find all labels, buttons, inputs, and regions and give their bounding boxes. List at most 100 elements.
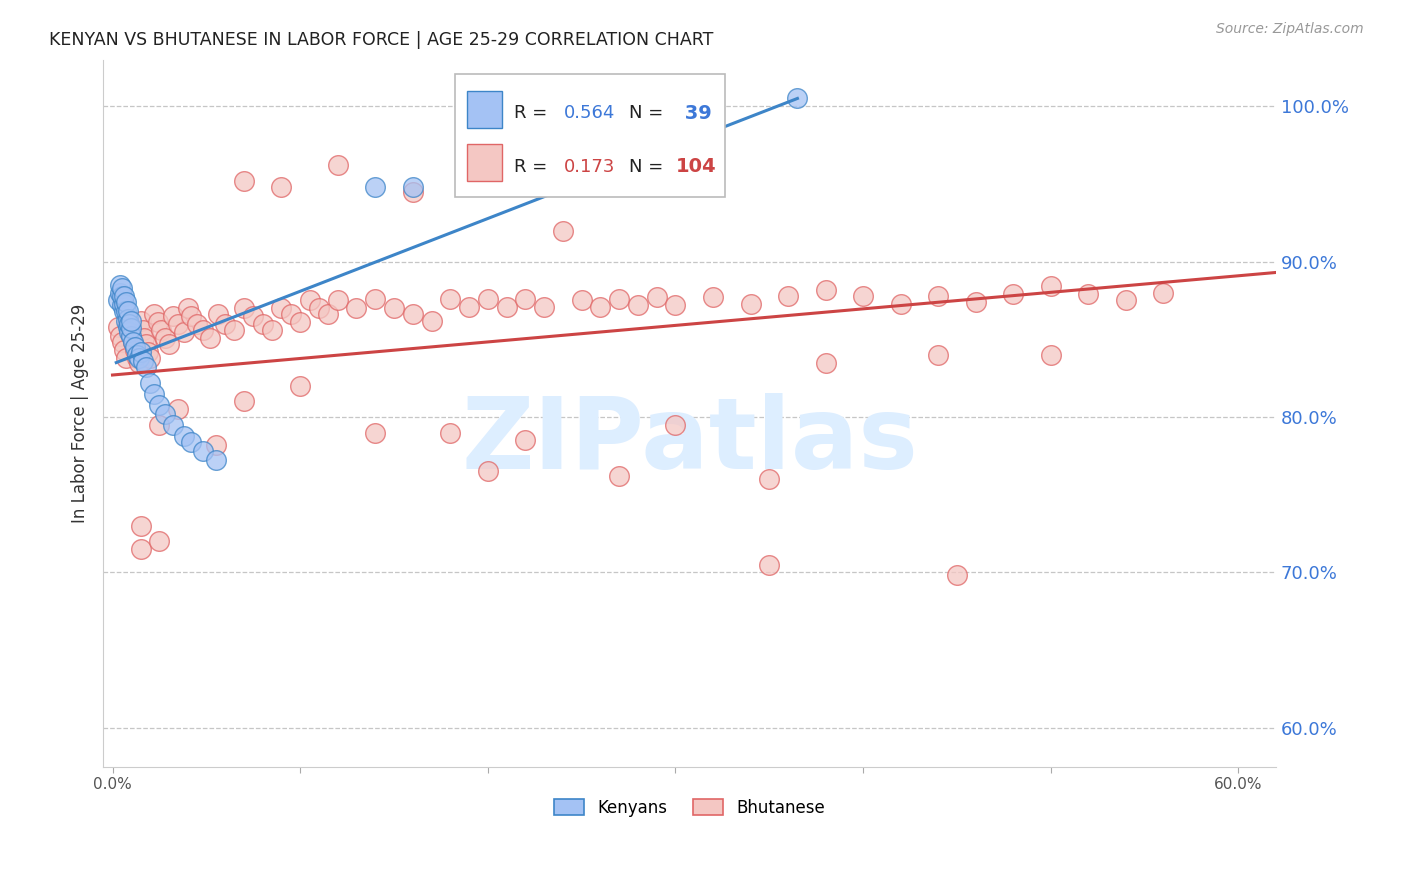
Point — [402, 180, 425, 194]
Text: N =: N = — [628, 158, 669, 176]
Point — [1115, 293, 1137, 308]
Point — [139, 376, 162, 390]
Point — [131, 323, 153, 337]
Point — [232, 301, 254, 316]
Point — [890, 296, 912, 310]
Point — [162, 417, 184, 432]
Point — [180, 309, 202, 323]
Point — [114, 295, 136, 310]
Point — [135, 360, 157, 375]
Text: KENYAN VS BHUTANESE IN LABOR FORCE | AGE 25-29 CORRELATION CHART: KENYAN VS BHUTANESE IN LABOR FORCE | AGE… — [49, 31, 714, 49]
Point — [148, 417, 170, 432]
Point — [117, 304, 139, 318]
Text: R =: R = — [513, 158, 558, 176]
Bar — [467, 91, 502, 128]
Point — [664, 417, 686, 432]
Point — [439, 425, 461, 440]
Point — [125, 351, 148, 365]
Point — [139, 351, 162, 365]
Point — [589, 300, 612, 314]
Point — [114, 313, 136, 327]
Point — [125, 348, 148, 362]
Point — [288, 315, 311, 329]
Point — [260, 323, 283, 337]
Point — [176, 301, 198, 316]
Point — [124, 340, 146, 354]
Point — [232, 174, 254, 188]
Point — [111, 281, 134, 295]
Point — [664, 298, 686, 312]
Point — [232, 394, 254, 409]
Point — [146, 315, 169, 329]
Point — [142, 307, 165, 321]
Point — [515, 434, 537, 448]
Point — [551, 223, 574, 237]
Point — [402, 185, 425, 199]
Point — [1039, 279, 1062, 293]
Point — [1002, 287, 1025, 301]
Point — [153, 407, 176, 421]
Point — [346, 301, 368, 316]
Point — [136, 344, 159, 359]
Point — [114, 351, 136, 365]
Point — [120, 329, 142, 343]
Point — [627, 298, 650, 312]
Point — [214, 317, 236, 331]
Point — [191, 323, 214, 337]
Point — [495, 300, 517, 314]
Point — [167, 317, 190, 331]
Point — [758, 558, 780, 572]
Point — [740, 296, 762, 310]
Point — [129, 344, 152, 359]
Point — [157, 337, 180, 351]
Point — [107, 319, 129, 334]
Y-axis label: In Labor Force | Age 25-29: In Labor Force | Age 25-29 — [72, 303, 89, 523]
Point — [402, 307, 425, 321]
Point — [117, 312, 139, 326]
Point — [120, 321, 142, 335]
Point — [173, 428, 195, 442]
Point — [148, 398, 170, 412]
Point — [120, 327, 142, 342]
Point — [112, 289, 135, 303]
Point — [111, 335, 134, 350]
Point — [129, 518, 152, 533]
Point — [117, 313, 139, 327]
Legend: Kenyans, Bhutanese: Kenyans, Bhutanese — [546, 790, 834, 825]
Point — [129, 313, 152, 327]
Point — [571, 293, 593, 308]
Point — [207, 307, 229, 321]
Point — [702, 290, 724, 304]
Point — [298, 293, 321, 308]
Point — [124, 343, 146, 358]
Point — [280, 307, 302, 321]
Point — [786, 91, 808, 105]
Point — [112, 304, 135, 318]
Point — [477, 292, 499, 306]
Point — [927, 289, 949, 303]
Point — [533, 300, 555, 314]
Text: 0.173: 0.173 — [564, 158, 616, 176]
Point — [252, 317, 274, 331]
Point — [186, 317, 208, 331]
Text: N =: N = — [628, 104, 669, 122]
Text: 0.564: 0.564 — [564, 104, 616, 122]
Point — [1152, 285, 1174, 300]
Point — [167, 402, 190, 417]
Point — [118, 317, 141, 331]
Point — [758, 472, 780, 486]
Point — [607, 469, 630, 483]
Point — [108, 277, 131, 292]
Point — [288, 379, 311, 393]
Point — [420, 313, 443, 327]
Point — [814, 355, 837, 369]
Point — [162, 309, 184, 323]
Text: Source: ZipAtlas.com: Source: ZipAtlas.com — [1216, 22, 1364, 37]
Point — [134, 331, 156, 345]
Point — [108, 329, 131, 343]
Point — [118, 321, 141, 335]
Point — [515, 292, 537, 306]
Point — [965, 295, 987, 310]
Point — [224, 323, 246, 337]
Text: R =: R = — [513, 104, 553, 122]
